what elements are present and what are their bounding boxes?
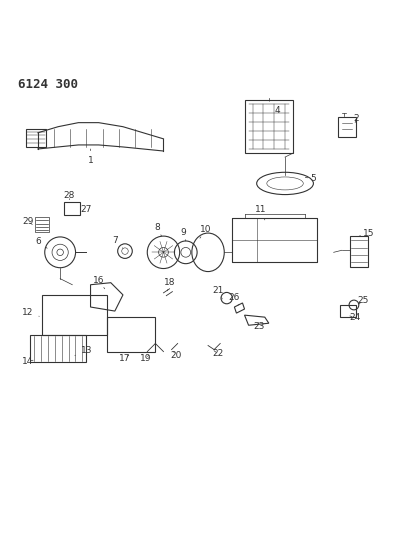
Text: 11: 11 — [255, 205, 266, 220]
Text: 21: 21 — [213, 286, 224, 299]
Text: 17: 17 — [119, 353, 131, 362]
Text: 8: 8 — [155, 223, 162, 236]
Text: 16: 16 — [93, 276, 105, 289]
Text: 24: 24 — [349, 313, 360, 322]
Text: 14: 14 — [22, 357, 33, 366]
Bar — [35, 216, 49, 232]
Bar — [42, 295, 107, 335]
Text: 5: 5 — [305, 174, 316, 183]
Bar — [340, 305, 356, 317]
Text: 28: 28 — [64, 191, 75, 200]
Bar — [244, 100, 293, 153]
Text: 1: 1 — [88, 149, 93, 165]
Text: 19: 19 — [140, 353, 151, 362]
Bar — [64, 203, 80, 215]
Text: 23: 23 — [253, 322, 264, 332]
Text: 10: 10 — [200, 225, 212, 238]
Text: 2: 2 — [353, 114, 359, 123]
Bar — [26, 129, 46, 147]
Bar — [350, 236, 368, 266]
Text: 18: 18 — [164, 278, 175, 291]
Text: 13: 13 — [75, 346, 92, 356]
Text: 26: 26 — [229, 293, 240, 305]
Bar — [30, 335, 86, 362]
Text: 22: 22 — [213, 350, 224, 359]
Bar — [338, 117, 356, 137]
Text: 15: 15 — [359, 229, 375, 238]
Text: 25: 25 — [357, 296, 368, 305]
Text: 12: 12 — [22, 308, 39, 317]
Text: 6: 6 — [35, 237, 47, 248]
Bar — [107, 317, 155, 352]
Text: 27: 27 — [81, 205, 92, 214]
Text: 20: 20 — [170, 351, 181, 360]
Text: 9: 9 — [181, 228, 186, 241]
Text: 6124 300: 6124 300 — [18, 78, 78, 91]
Text: 4: 4 — [269, 100, 280, 115]
Text: 7: 7 — [112, 236, 123, 248]
Text: 29: 29 — [22, 217, 33, 226]
